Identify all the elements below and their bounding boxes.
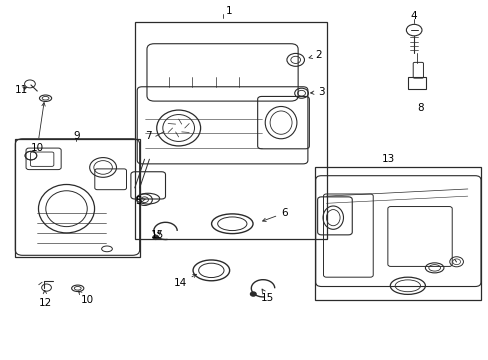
Text: 8: 8 [417, 103, 424, 113]
Bar [135, 22, 327, 239]
Text: 13: 13 [381, 154, 394, 164]
FancyArrowPatch shape [454, 260, 456, 262]
Text: 1: 1 [225, 6, 232, 16]
Text: 14: 14 [173, 274, 196, 288]
Text: 6: 6 [262, 208, 287, 221]
Text: 4: 4 [410, 11, 417, 21]
Circle shape [153, 235, 158, 239]
Text: 11: 11 [15, 85, 28, 95]
Text: 3: 3 [310, 87, 324, 97]
Bar [15, 139, 140, 257]
Bar [407, 77, 426, 89]
Text: 15: 15 [261, 289, 274, 303]
Text: 10: 10 [31, 103, 45, 153]
Text: 2: 2 [308, 50, 321, 60]
Text: 10: 10 [78, 291, 94, 305]
Bar [315, 167, 480, 300]
Text: 12: 12 [39, 290, 52, 308]
Text: 5: 5 [135, 196, 145, 206]
Circle shape [250, 292, 256, 296]
Text: 9: 9 [73, 131, 80, 141]
Text: 7: 7 [144, 131, 151, 141]
Text: 15: 15 [151, 230, 164, 239]
